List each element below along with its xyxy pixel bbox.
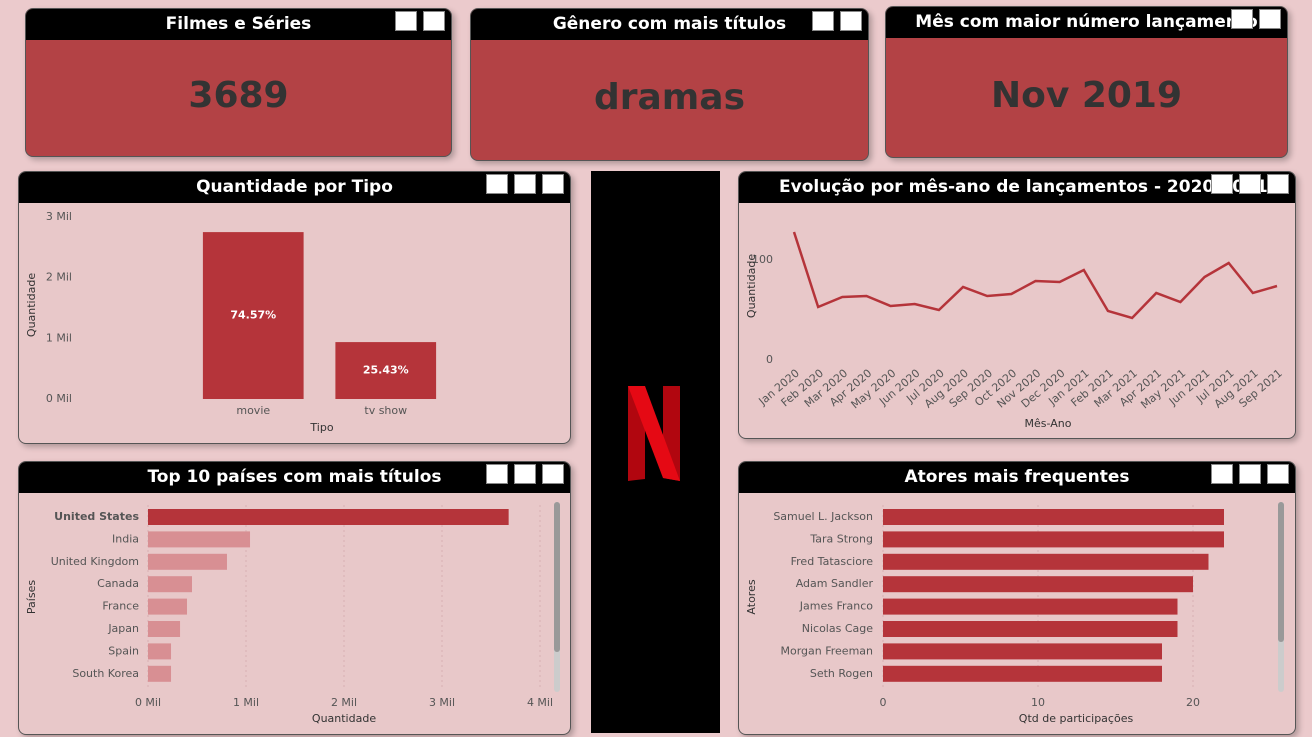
chart-title: Atores mais frequentes — [739, 462, 1295, 493]
netflix-logo — [628, 386, 680, 481]
card: Filmes e Séries 3689 — [25, 8, 452, 157]
scrollbar[interactable] — [1278, 502, 1284, 692]
card-value: Nov 2019 — [990, 75, 1183, 116]
card-title: Gênero com mais títulos — [471, 9, 868, 40]
icon[interactable] — [542, 464, 564, 484]
chart-panel: Top 10 países com mais títulos — [18, 461, 571, 735]
chart-panel: Evolução por mês-ano de lançamentos - 20… — [738, 171, 1296, 439]
card: Mês com maior número lançamento Nov 2019 — [885, 6, 1288, 158]
icon[interactable] — [1211, 174, 1233, 194]
icon[interactable] — [1259, 9, 1281, 29]
chart-panel: Quantidade por Tipo — [18, 171, 571, 444]
logo-panel — [591, 171, 720, 733]
icon[interactable] — [1267, 174, 1289, 194]
icon[interactable] — [542, 174, 564, 194]
icon[interactable] — [1211, 464, 1233, 484]
icon[interactable] — [1239, 464, 1261, 484]
icon[interactable] — [840, 11, 862, 31]
icon[interactable] — [1267, 464, 1289, 484]
chart-panel: Atores mais frequentes — [738, 461, 1296, 735]
icon[interactable] — [812, 11, 834, 31]
chart-title: Top 10 países com mais títulos — [19, 462, 570, 493]
card: Gênero com mais títulos dramas — [470, 8, 869, 161]
icon[interactable] — [514, 464, 536, 484]
icon[interactable] — [1231, 9, 1253, 29]
chart-title: Quantidade por Tipo — [19, 172, 570, 203]
icon[interactable] — [395, 11, 417, 31]
card-title: Mês com maior número lançamento — [886, 7, 1287, 38]
icon[interactable] — [486, 174, 508, 194]
icon[interactable] — [1239, 174, 1261, 194]
icon[interactable] — [423, 11, 445, 31]
card-value: dramas — [593, 77, 746, 118]
chart-title: Evolução por mês-ano de lançamentos - 20… — [739, 172, 1295, 203]
card-title: Filmes e Séries — [26, 9, 451, 40]
scrollbar[interactable] — [554, 502, 560, 692]
card-value: 3689 — [188, 75, 289, 116]
icon[interactable] — [514, 174, 536, 194]
icon[interactable] — [486, 464, 508, 484]
